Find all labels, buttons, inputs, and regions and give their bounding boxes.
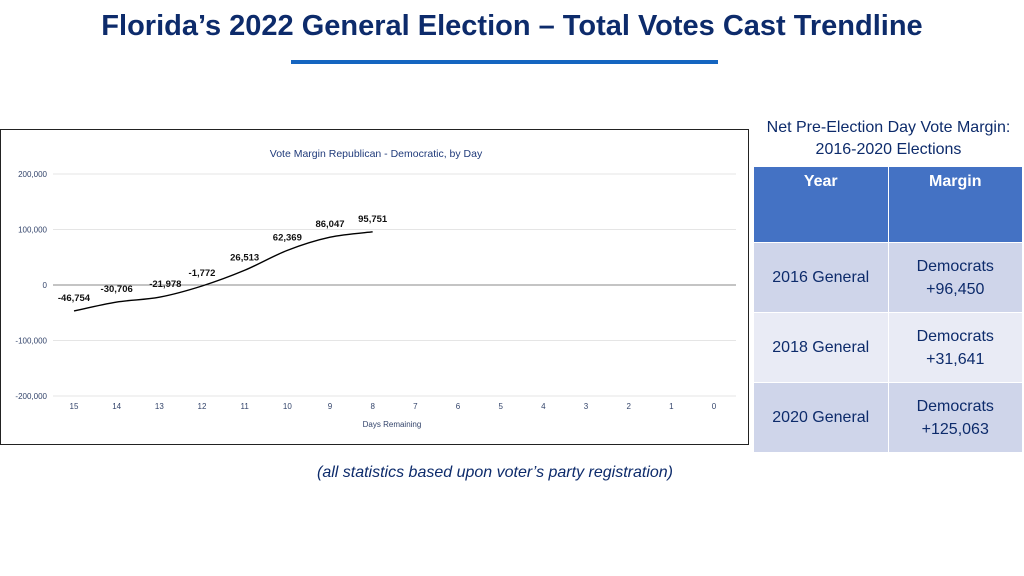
data-label: -46,754 xyxy=(58,293,91,304)
table-row: 2018 General Democrats +31,641 xyxy=(753,312,1023,383)
data-label: -21,978 xyxy=(149,279,181,290)
y-tick-label: 100,000 xyxy=(18,226,47,235)
data-label: 62,369 xyxy=(273,232,302,243)
margin-cell: Democrats +96,450 xyxy=(887,242,1023,313)
table-caption: Net Pre-Election Day Vote Margin: 2016-2… xyxy=(766,119,1011,158)
data-label: 95,751 xyxy=(358,214,388,225)
x-axis-label: Days Remaining xyxy=(363,420,422,429)
x-tick-label: 6 xyxy=(456,402,461,411)
margin-cell: Democrats +125,063 xyxy=(887,382,1023,453)
margin-value: +125,063 xyxy=(921,420,989,438)
x-tick-label: 3 xyxy=(584,402,589,411)
data-label: -30,706 xyxy=(101,284,133,295)
series-line xyxy=(73,231,373,312)
series-layer xyxy=(73,231,373,312)
data-label: 86,047 xyxy=(315,219,344,230)
gridlines xyxy=(53,173,736,397)
x-tick-label: 11 xyxy=(241,402,250,411)
margin-party: Democrats xyxy=(916,397,994,415)
x-tick-label: 12 xyxy=(198,402,207,411)
year-cell: 2016 General xyxy=(753,242,889,313)
margin-party: Democrats xyxy=(916,257,994,275)
year-cell: 2020 General xyxy=(753,382,889,453)
margin-table: Year Margin 2016 General Democrats +96,45… xyxy=(753,166,1023,453)
x-tick-label: 2 xyxy=(626,402,631,411)
chart-container: Vote Margin Republican - Democratic, by … xyxy=(0,129,749,445)
x-tick-label: 7 xyxy=(413,402,418,411)
x-tick-label: 5 xyxy=(498,402,503,411)
x-tick-label: 14 xyxy=(112,402,121,411)
data-label: 26,513 xyxy=(230,252,259,263)
slide-title: Florida’s 2022 General Election – Total … xyxy=(101,10,923,42)
x-tick-label: 10 xyxy=(283,402,292,411)
data-labels: -46,754 -30,706 -21,978 -1,772 26,513 62,369 8… xyxy=(58,214,388,304)
x-tick-label: 0 xyxy=(712,402,717,411)
title-underline xyxy=(291,60,718,64)
header-year: Year xyxy=(753,166,889,243)
table-row: 2016 General Democrats +96,450 xyxy=(753,242,1023,313)
margin-cell: Democrats +31,641 xyxy=(887,312,1023,383)
x-tick-label: 1 xyxy=(669,402,674,411)
x-axis-ticks: 15 14 13 12 11 10 9 8 7 6 5 4 3 2 1 0 xyxy=(70,402,717,411)
footnote: (all statistics based upon voter’s party… xyxy=(316,464,673,481)
data-label: -1,772 xyxy=(189,268,216,279)
table-row: 2020 General Democrats +125,063 xyxy=(753,382,1023,453)
x-tick-label: 9 xyxy=(328,402,333,411)
margin-party: Democrats xyxy=(916,327,994,345)
y-axis-ticks: 200,000 100,000 0 -100,000 -200,000 xyxy=(15,170,47,401)
margin-value: +96,450 xyxy=(926,280,985,298)
y-tick-label: -200,000 xyxy=(15,392,47,401)
x-tick-label: 13 xyxy=(155,402,164,411)
x-tick-label: 15 xyxy=(70,402,79,411)
x-tick-label: 4 xyxy=(541,402,546,411)
table-header-row: Year Margin xyxy=(753,166,1023,243)
margin-value: +31,641 xyxy=(926,350,985,368)
line-chart: Vote Margin Republican - Democratic, by … xyxy=(15,148,736,429)
year-cell: 2018 General xyxy=(753,312,889,383)
chart-title: Vote Margin Republican - Democratic, by … xyxy=(270,148,483,160)
header-margin: Margin xyxy=(887,166,1023,243)
x-tick-label: 8 xyxy=(370,402,375,411)
y-tick-label: 0 xyxy=(43,281,48,290)
y-tick-label: -100,000 xyxy=(15,337,47,346)
y-tick-label: 200,000 xyxy=(18,170,47,179)
